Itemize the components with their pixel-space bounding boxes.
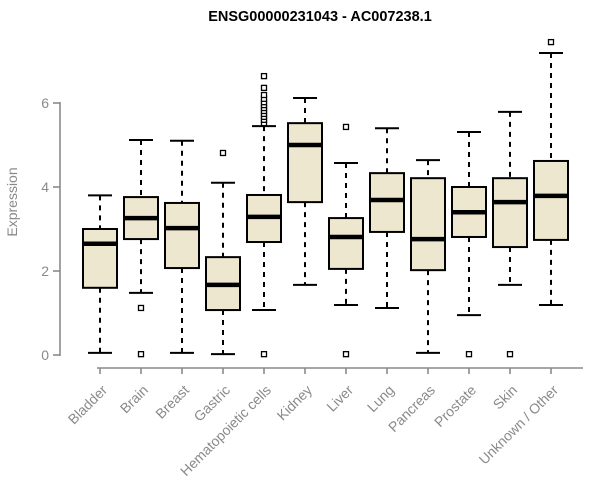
iqr-box: [492, 177, 528, 249]
iqr-box: [410, 177, 446, 272]
box-prostate: [451, 130, 487, 358]
outlier-point: [506, 351, 514, 358]
chart-title: ENSG00000231043 - AC007238.1: [208, 9, 432, 25]
y-tick-label: 6: [41, 95, 49, 111]
y-tick-label: 2: [41, 263, 49, 279]
y-axis-title: Expression: [4, 167, 20, 236]
outlier-point: [260, 351, 268, 358]
outlier-point: [342, 123, 350, 131]
box-hematopoietic-cells: [246, 72, 282, 358]
iqr-box: [164, 201, 200, 270]
outlier-point: [219, 149, 227, 157]
outlier-point: [465, 351, 473, 358]
outlier-point: [137, 351, 145, 358]
y-tick-label: 0: [41, 347, 49, 363]
outlier-point: [260, 91, 268, 99]
box-bladder: [82, 194, 118, 354]
iqr-box: [82, 228, 118, 289]
iqr-box: [533, 159, 569, 241]
y-tick-label: 4: [41, 179, 49, 195]
box-unknown-other: [533, 38, 569, 307]
outlier-point: [260, 84, 268, 92]
x-category-label: Brain: [117, 382, 151, 416]
box-lung: [369, 127, 405, 309]
iqr-box: [369, 172, 405, 233]
box-liver: [328, 123, 364, 358]
outlier-point: [137, 304, 145, 312]
outlier-point: [547, 38, 555, 46]
x-category-label: Prostate: [431, 382, 479, 430]
x-category-label: Bladder: [65, 382, 111, 428]
box-breast: [164, 139, 200, 354]
iqr-box: [328, 217, 364, 270]
x-category-label: Liver: [323, 382, 356, 415]
outlier-point: [260, 72, 268, 80]
x-category-label: Breast: [152, 382, 192, 422]
x-category-label: Skin: [490, 382, 521, 413]
x-category-label: Lung: [364, 382, 397, 415]
box-gastric: [205, 149, 241, 356]
x-category-label: Kidney: [274, 382, 316, 424]
box-pancreas: [410, 159, 446, 354]
box-skin: [492, 110, 528, 358]
box-brain: [123, 138, 159, 358]
iqr-box: [287, 122, 323, 204]
outlier-point: [342, 351, 350, 358]
box-kidney: [287, 96, 323, 286]
boxplot-series: [82, 38, 569, 358]
